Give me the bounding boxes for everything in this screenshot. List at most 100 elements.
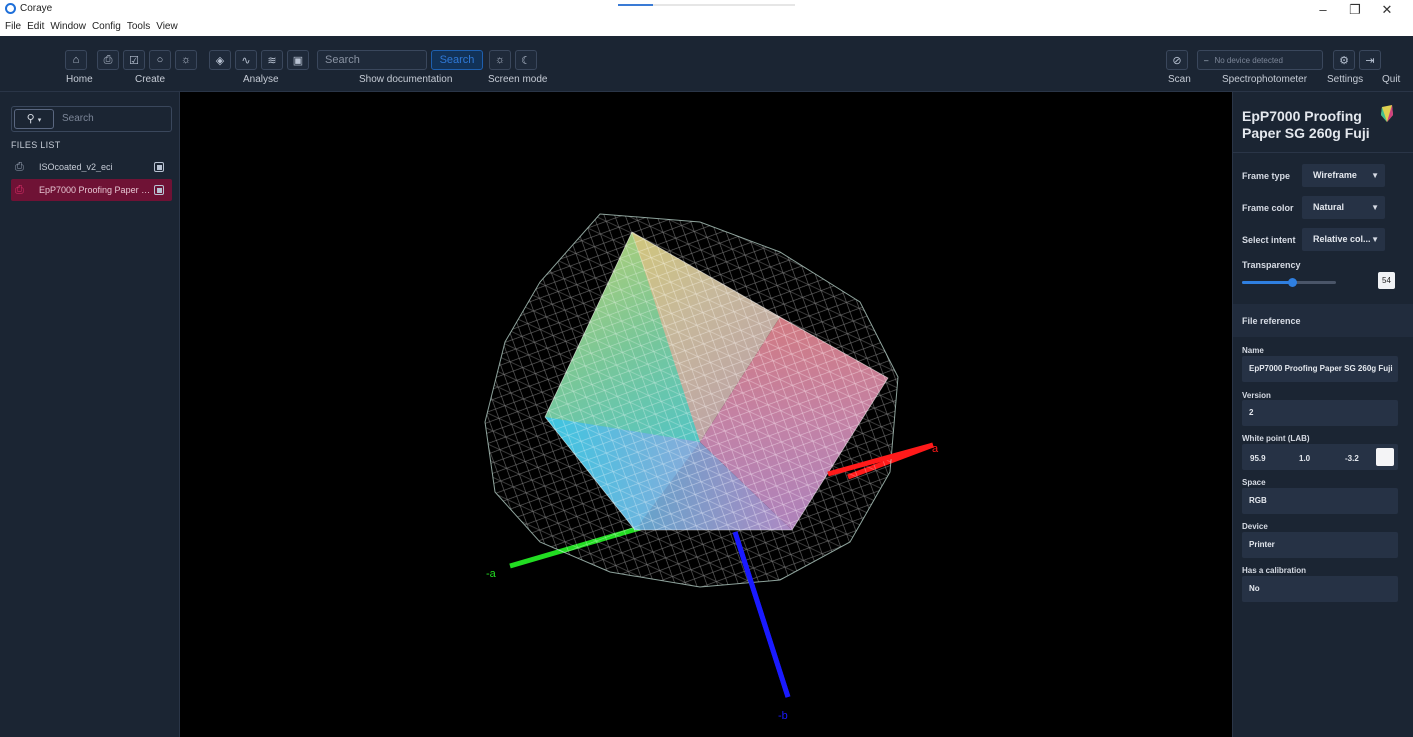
caret-down-icon: ▼ bbox=[1371, 203, 1379, 212]
restore-button[interactable]: ❐ bbox=[1349, 2, 1361, 17]
spectro-caption: Spectrophotometer bbox=[1222, 74, 1308, 85]
frame-color-value: Natural bbox=[1313, 202, 1345, 212]
home-icon: ⌂ bbox=[72, 54, 80, 66]
frame-color-select[interactable]: Natural ▼ bbox=[1302, 196, 1385, 219]
menu-edit[interactable]: Edit bbox=[27, 21, 45, 32]
home-button[interactable]: ⌂ bbox=[65, 50, 87, 70]
create-group: ⎙ ☑ ○ ☼ bbox=[97, 50, 197, 70]
version-field: 2 bbox=[1242, 400, 1398, 426]
frame-color-label: Frame color bbox=[1242, 203, 1294, 213]
home-caption: Home bbox=[66, 74, 93, 85]
search-icon: ⚲ bbox=[26, 113, 35, 125]
scan-group: ⊘ bbox=[1166, 50, 1188, 70]
app-name: Coraye bbox=[20, 3, 53, 14]
scan-button[interactable]: ⊘ bbox=[1166, 50, 1188, 70]
neg-a-axis-label: -a bbox=[486, 568, 497, 580]
file-visibility-checkbox[interactable] bbox=[154, 185, 164, 195]
analyse-layers-button[interactable]: ≋ bbox=[261, 50, 283, 70]
analyse-group: ◈ ∿ ≋ ▣ bbox=[209, 50, 309, 70]
file-visibility-checkbox[interactable] bbox=[154, 162, 164, 172]
intent-select[interactable]: Relative col... ▼ bbox=[1302, 228, 1385, 251]
file-search-input[interactable]: Search bbox=[62, 113, 94, 124]
file-reference-header: File reference bbox=[1233, 304, 1413, 337]
analyse-curve-button[interactable]: ∿ bbox=[235, 50, 257, 70]
version-label: Version bbox=[1242, 391, 1271, 400]
transparency-label: Transparency bbox=[1242, 260, 1301, 270]
app-title: Coraye bbox=[5, 3, 52, 14]
caret-down-icon: ▼ bbox=[1371, 235, 1379, 244]
create-light-button[interactable]: ☼ bbox=[175, 50, 197, 70]
frame-type-select[interactable]: Wireframe ▼ bbox=[1302, 164, 1385, 187]
gamut-3d-viewport[interactable]: a -a -b bbox=[180, 92, 1232, 737]
device-group: – No device detected bbox=[1197, 50, 1323, 70]
name-field: EpP7000 Proofing Paper SG 260g Fuji bbox=[1242, 356, 1398, 382]
exit-icon: ⇥ bbox=[1365, 54, 1375, 67]
gamut-visualization: a -a -b bbox=[484, 213, 939, 722]
file-name: EpP7000 Proofing Paper SG 260g Fuji bbox=[39, 185, 154, 195]
minimize-button[interactable]: – bbox=[1319, 2, 1327, 17]
menu-file[interactable]: File bbox=[5, 21, 22, 32]
checkbox-icon: ☑ bbox=[129, 54, 139, 67]
create-check-button[interactable]: ☑ bbox=[123, 50, 145, 70]
screen-mode-caption: Screen mode bbox=[488, 74, 548, 85]
quit-caption: Quit bbox=[1382, 74, 1401, 85]
menu-config[interactable]: Config bbox=[91, 21, 121, 32]
profile-title: EpP7000 Proofing Paper SG 260g Fuji bbox=[1242, 108, 1370, 141]
coraye-logo-icon bbox=[5, 3, 16, 14]
menu-window[interactable]: Window bbox=[50, 21, 86, 32]
settings-button[interactable]: ⚙ bbox=[1333, 50, 1355, 70]
space-field: RGB bbox=[1242, 488, 1398, 514]
menu-bar: File Edit Window Config Tools View bbox=[0, 21, 1413, 36]
space-label: Space bbox=[1242, 478, 1266, 487]
scan-caption: Scan bbox=[1168, 74, 1191, 85]
transparency-slider-handle[interactable] bbox=[1288, 278, 1298, 287]
transparency-slider-fill bbox=[1242, 281, 1293, 284]
analyse-3d-button[interactable]: ◈ bbox=[209, 50, 231, 70]
white-point-l: 95.9 bbox=[1250, 454, 1266, 463]
intent-label: Select intent bbox=[1242, 235, 1296, 245]
white-point-a: 1.0 bbox=[1299, 454, 1311, 463]
image-icon: ▣ bbox=[292, 54, 304, 67]
settings-group: ⚙ ⇥ bbox=[1333, 50, 1381, 70]
properties-panel: EpP7000 Proofing Paper SG 260g Fuji Fram… bbox=[1232, 92, 1413, 737]
analyse-image-button[interactable]: ▣ bbox=[287, 50, 309, 70]
loading-progress-fill bbox=[618, 4, 654, 6]
drop-icon: ○ bbox=[156, 54, 164, 66]
a-axis-front bbox=[827, 442, 934, 477]
white-point-field bbox=[1242, 444, 1398, 470]
close-button[interactable]: ✕ bbox=[1381, 2, 1393, 17]
panel-divider bbox=[1233, 152, 1413, 153]
analyse-caption: Analyse bbox=[243, 74, 279, 85]
files-list-label: FILES LIST bbox=[11, 140, 61, 150]
frame-type-label: Frame type bbox=[1242, 171, 1291, 181]
doc-search-input[interactable]: Search bbox=[317, 50, 427, 70]
files-sidebar: ⚲ ▾ Search FILES LIST ⎙ ISOcoated_v2_eci… bbox=[0, 92, 180, 737]
device-field: Printer bbox=[1242, 532, 1398, 558]
search-filter-button[interactable]: ⚲ ▾ bbox=[14, 109, 54, 129]
white-point-b: -3.2 bbox=[1345, 454, 1359, 463]
printer-icon: ⎙ bbox=[103, 53, 113, 66]
curve-icon: ∿ bbox=[241, 54, 251, 67]
menu-tools[interactable]: Tools bbox=[126, 21, 151, 32]
create-drop-button[interactable]: ○ bbox=[149, 50, 171, 70]
gamut-mesh-overlay bbox=[544, 231, 889, 531]
device-select[interactable]: – No device detected bbox=[1197, 50, 1323, 70]
create-printer-button[interactable]: ⎙ bbox=[97, 50, 119, 70]
transparency-value[interactable]: 54 bbox=[1378, 272, 1395, 289]
file-item-epp7000[interactable]: ⎙ EpP7000 Proofing Paper SG 260g Fuji bbox=[11, 179, 172, 201]
file-item-isocoated[interactable]: ⎙ ISOcoated_v2_eci bbox=[11, 156, 172, 178]
dark-mode-button[interactable]: ☾ bbox=[515, 50, 537, 70]
loading-progress bbox=[618, 4, 795, 6]
name-label: Name bbox=[1242, 346, 1264, 355]
white-point-label: White point (LAB) bbox=[1242, 434, 1310, 443]
doc-search-button[interactable]: Search bbox=[431, 50, 483, 70]
menu-view[interactable]: View bbox=[156, 21, 178, 32]
white-point-swatch bbox=[1376, 448, 1394, 466]
transparency-slider[interactable] bbox=[1242, 278, 1336, 287]
create-caption: Create bbox=[135, 74, 166, 85]
moon-icon: ☾ bbox=[521, 54, 531, 67]
quit-button[interactable]: ⇥ bbox=[1359, 50, 1381, 70]
neg-b-axis-label: -b bbox=[778, 710, 788, 722]
light-mode-button[interactable]: ☼ bbox=[489, 50, 511, 70]
caret-down-icon: ▼ bbox=[1371, 171, 1379, 180]
